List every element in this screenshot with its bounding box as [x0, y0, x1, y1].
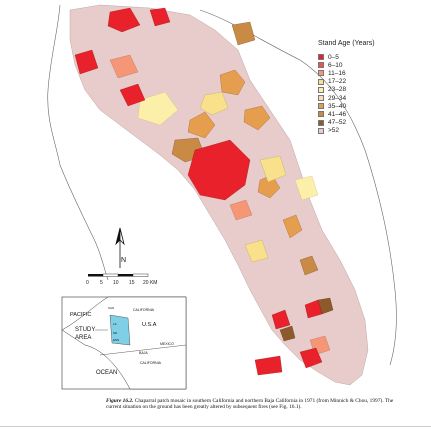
inset-label-pacific: PACIFIC: [70, 312, 92, 318]
scale-label-20: 20 KM: [143, 280, 158, 286]
legend-swatch: [318, 70, 324, 77]
inset-label-area: AREA: [75, 335, 92, 341]
legend-item: >52: [318, 127, 428, 135]
stand-age-legend: Stand Age (Years) 0–5 6–10 11–16 17–22 23–28…: [318, 40, 428, 135]
legend-label: 35–40: [328, 102, 347, 110]
legend-label: 47–52: [328, 119, 347, 127]
legend-item: 0–5: [318, 53, 428, 61]
inset-label-mexico: MEXICO: [160, 342, 174, 346]
patch-dark-brown: [279, 297, 334, 342]
legend-item: 17–22: [318, 78, 428, 86]
legend-label: 0–5: [328, 53, 339, 61]
inset-locator-map: [61, 296, 187, 390]
patch-orange-tan: [187, 69, 303, 239]
legend-swatch: [318, 78, 324, 85]
caption-figure-number: Figure 16.2.: [106, 398, 134, 404]
page-divider: [0, 426, 431, 427]
patch-pale-yellow: [137, 91, 319, 201]
legend-item: 6–10: [318, 61, 428, 69]
inset-label-california: CALIFORNIA: [133, 308, 155, 312]
inset-label-baja: BAJA: [139, 351, 148, 355]
legend-swatch: [318, 103, 324, 110]
inset-label-la: LA: [113, 322, 117, 326]
scale-bar: [88, 273, 149, 277]
legend-item: 11–16: [318, 69, 428, 77]
legend-item: 47–52: [318, 119, 428, 127]
scale-label-10: 10: [113, 280, 119, 286]
legend-swatch: [318, 127, 324, 134]
legend-item: 23–28: [318, 86, 428, 94]
legend-label: >52: [328, 127, 340, 135]
legend-swatch: [318, 119, 324, 126]
legend-item: 41–46: [318, 110, 428, 118]
inset-label-ens: ENS: [113, 338, 120, 342]
figure-caption: Figure 16.2. Chaparral patch mosaic in s…: [106, 398, 406, 411]
scale-label-5: 5: [100, 280, 103, 286]
patch-yellow: [199, 91, 287, 263]
patch-salmon: [109, 54, 331, 356]
legend-label: 17–22: [328, 78, 347, 86]
inset-label-baja-california: CALIFORNIA: [140, 361, 162, 365]
svg-text:N: N: [121, 257, 126, 264]
inset-label-sd: SD: [113, 331, 118, 335]
legend-swatch: [318, 54, 324, 61]
legend-label: 6–10: [328, 61, 343, 69]
inset-label-san: SAN: [108, 306, 115, 310]
base-land-outline: [47, 4, 397, 366]
legend-label: 23–28: [328, 86, 347, 94]
inset-label-ocean: OCEAN: [96, 370, 118, 376]
legend-label: 11–16: [328, 69, 346, 77]
inset-label-usa: U.S.A: [142, 322, 157, 328]
recent-fire-patches: [74, 7, 323, 376]
legend-item: 35–40: [318, 102, 428, 110]
north-arrow-icon: N: [115, 227, 126, 268]
legend-swatch: [318, 95, 324, 102]
legend-item: 29–34: [318, 94, 428, 102]
legend-swatch: [318, 111, 324, 118]
legend-swatch: [318, 62, 324, 69]
legend-swatch: [318, 86, 324, 93]
legend-title: Stand Age (Years): [318, 40, 375, 47]
caption-text: Chaparral patch mosaic in southern Calif…: [106, 398, 394, 411]
inset-label-study: STUDY: [75, 327, 96, 333]
legend-label: 41–46: [328, 110, 347, 118]
scale-label-0: 0: [86, 280, 89, 286]
legend-label: 29–34: [328, 94, 347, 102]
legend-rows: 0–5 6–10 11–16 17–22 23–28 29–34 35–40 41–46 47–…: [318, 53, 428, 135]
scale-label-15: 15: [129, 280, 135, 286]
